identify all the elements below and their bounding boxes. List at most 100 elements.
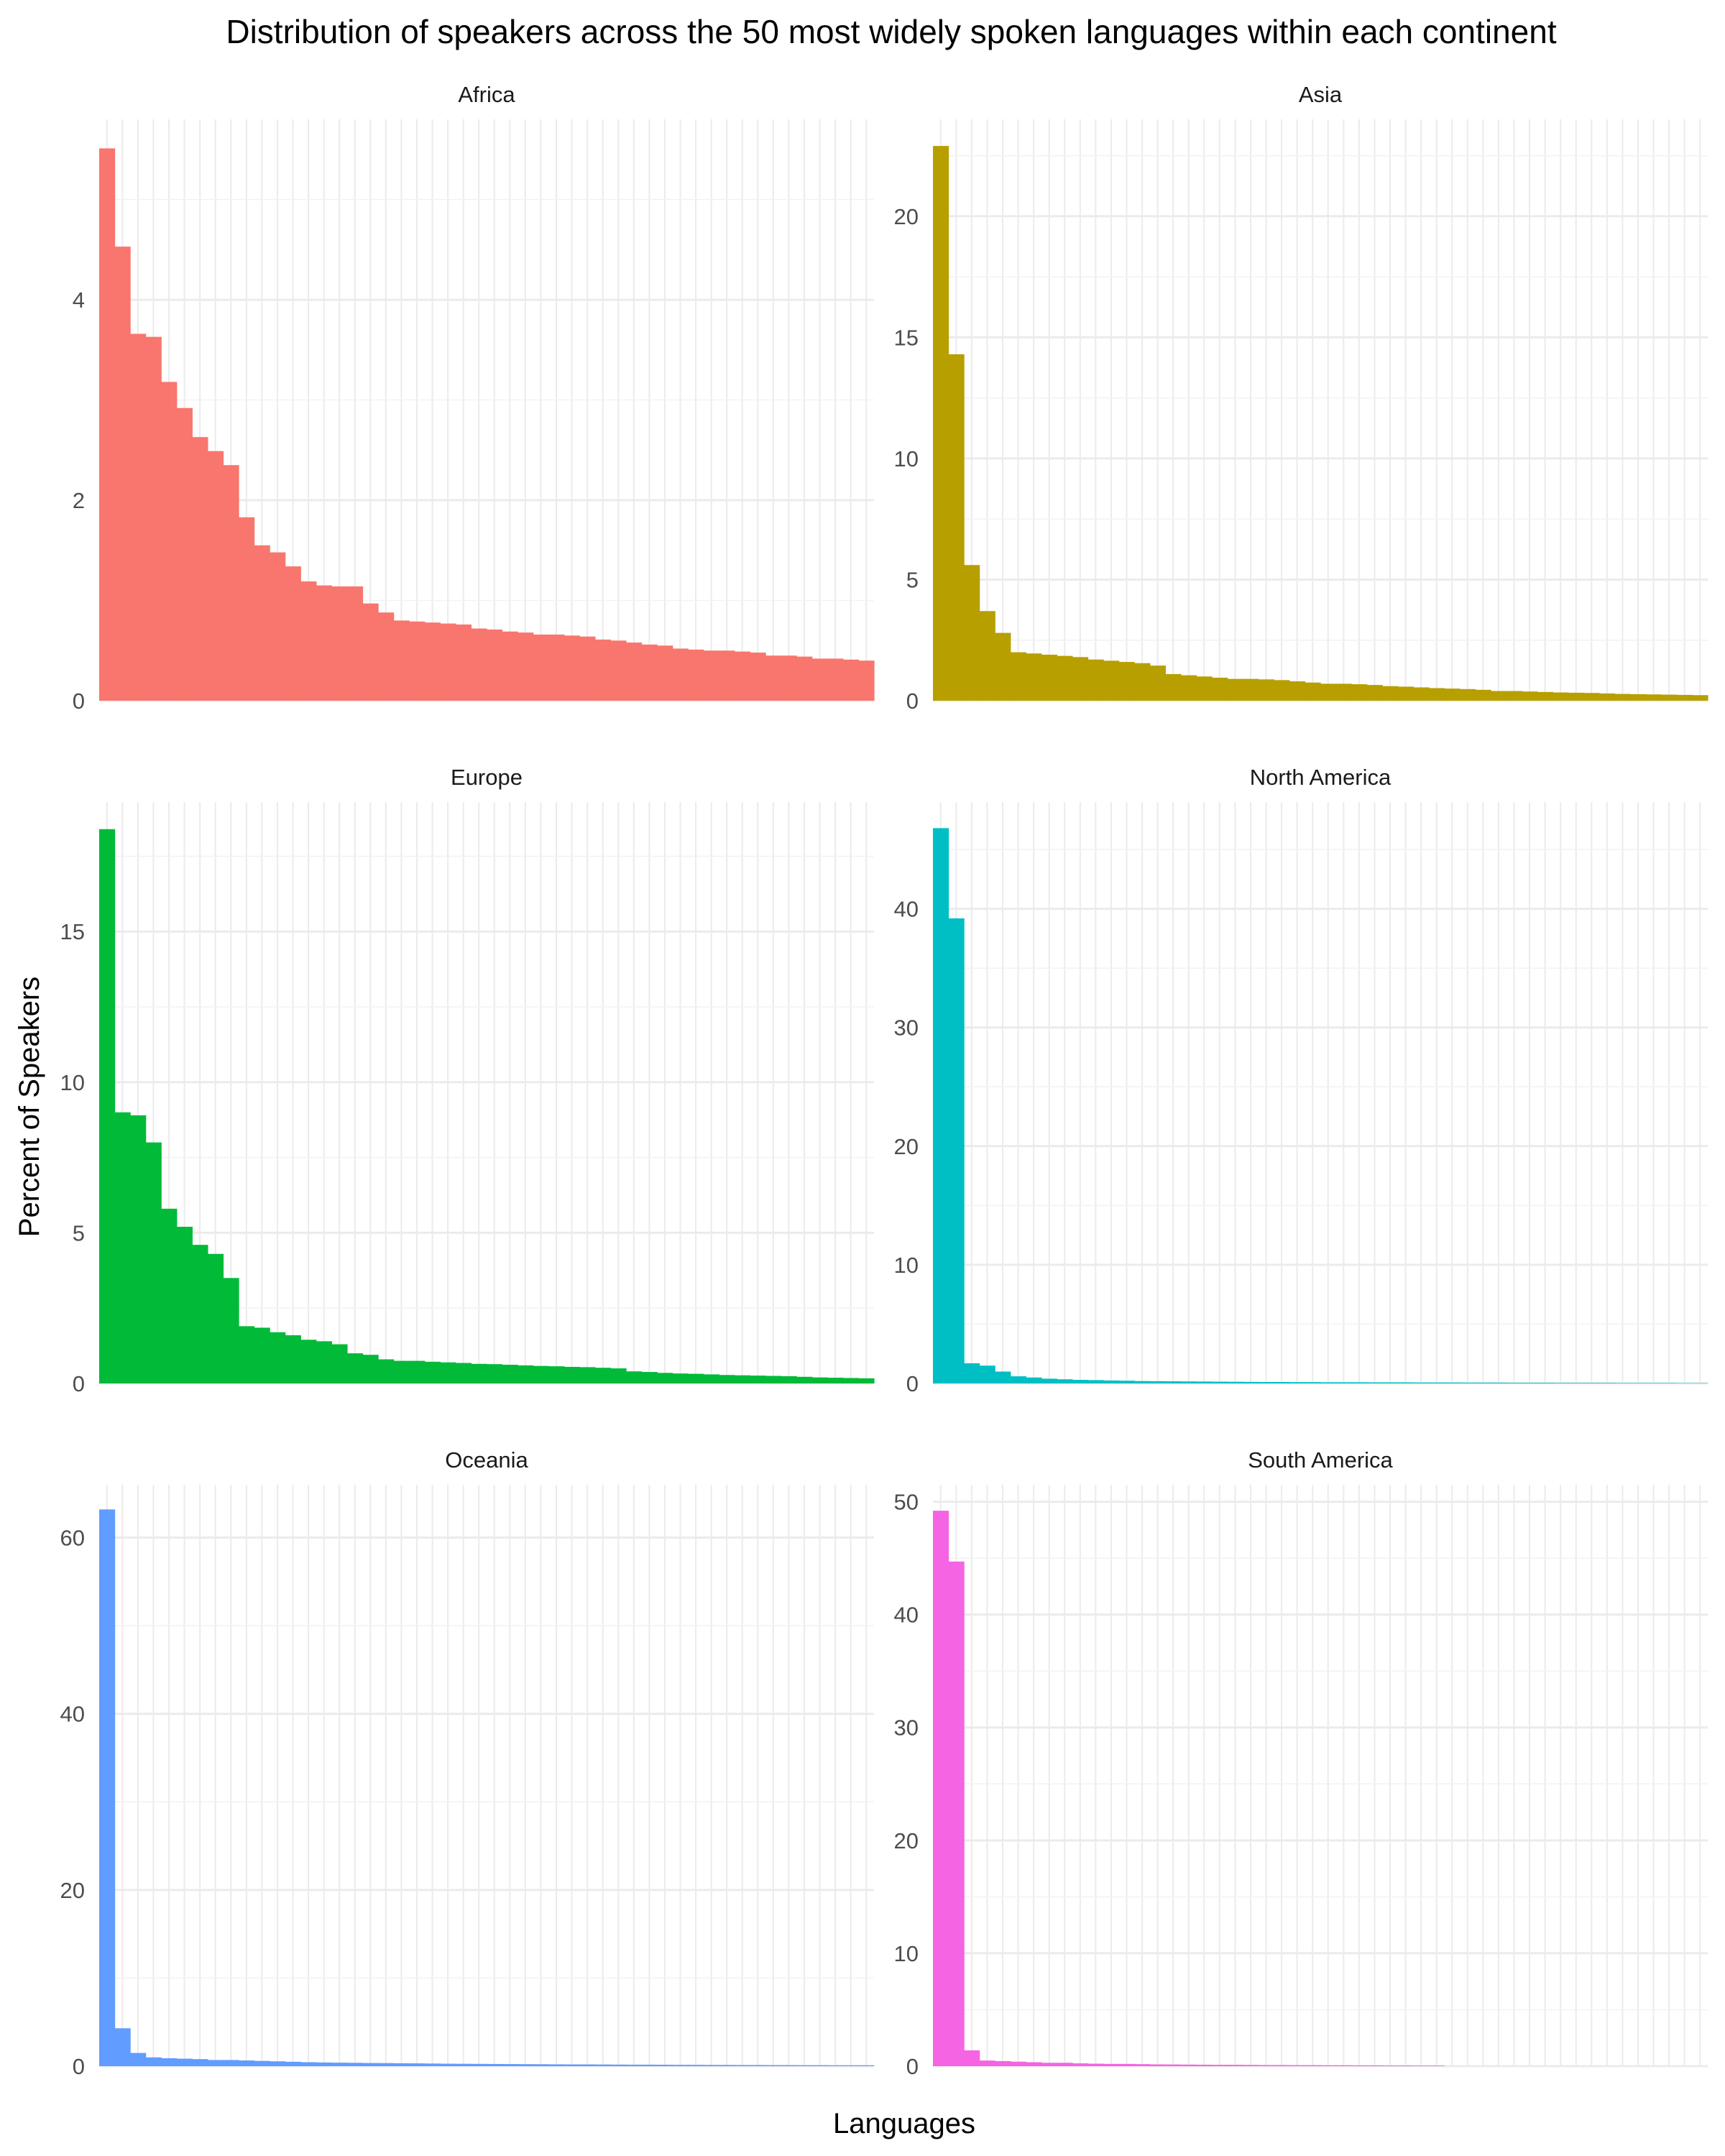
bar xyxy=(393,1360,410,1383)
bar xyxy=(409,2063,426,2066)
bar xyxy=(300,2062,317,2066)
bar xyxy=(1289,2065,1306,2066)
bar xyxy=(1335,1382,1352,1383)
bar xyxy=(641,2064,658,2066)
y-axis-title: Percent of Speakers xyxy=(14,977,45,1237)
bar xyxy=(1351,684,1368,701)
bar xyxy=(811,658,828,701)
bar xyxy=(672,1373,689,1383)
bar xyxy=(285,1335,301,1383)
bar xyxy=(424,1361,441,1383)
bar xyxy=(995,632,1011,701)
bar xyxy=(1149,2064,1166,2066)
bar xyxy=(502,631,518,701)
bar xyxy=(502,1365,518,1383)
bar xyxy=(1180,675,1197,701)
bar xyxy=(1118,662,1135,701)
bar xyxy=(703,2065,719,2066)
bar xyxy=(502,2064,518,2066)
bar xyxy=(765,655,782,701)
bar xyxy=(964,1363,980,1383)
bar xyxy=(130,1115,147,1383)
facet-label: North America xyxy=(1250,765,1392,790)
bar xyxy=(1134,1381,1151,1383)
y-tick-label: 20 xyxy=(60,1878,85,1903)
y-tick-label: 40 xyxy=(894,897,919,922)
bar xyxy=(393,620,410,701)
bar xyxy=(533,1365,549,1383)
bar xyxy=(1274,2065,1290,2066)
bar xyxy=(1196,2064,1213,2066)
bar xyxy=(161,2058,178,2066)
bar xyxy=(533,634,549,701)
y-tick-label: 10 xyxy=(60,1070,85,1095)
bar xyxy=(1413,687,1430,701)
bar xyxy=(239,517,255,701)
bar xyxy=(1397,2065,1414,2066)
bar xyxy=(1149,665,1166,701)
chart-title: Distribution of speakers across the 50 m… xyxy=(226,13,1556,50)
bar xyxy=(346,1353,364,1383)
bar xyxy=(192,2059,208,2066)
bar xyxy=(316,1341,332,1383)
y-tick-label: 20 xyxy=(894,1828,919,1853)
bar xyxy=(719,1375,735,1383)
bar xyxy=(781,655,797,701)
bar xyxy=(1645,694,1662,701)
bar xyxy=(1118,2063,1135,2066)
bar xyxy=(1583,693,1600,701)
facet-africa: 0 2 4 Africa xyxy=(73,82,875,714)
bar xyxy=(564,1366,580,1383)
y-tick-label: 15 xyxy=(894,325,919,350)
bar xyxy=(223,1278,239,1383)
bar xyxy=(811,2065,828,2066)
bar xyxy=(1103,2063,1120,2066)
bar xyxy=(1491,691,1507,701)
bar xyxy=(858,660,875,701)
bar xyxy=(1320,1382,1337,1383)
bar xyxy=(1320,2065,1337,2066)
y-tick-label: 60 xyxy=(60,1526,85,1551)
bar xyxy=(688,649,704,701)
bar xyxy=(1165,673,1182,701)
x-axis-title: Languages xyxy=(833,2108,975,2139)
bar xyxy=(964,565,980,701)
y-tick-label: 30 xyxy=(894,1715,919,1741)
y-tick-label: 0 xyxy=(73,1371,85,1396)
y-tick-label: 10 xyxy=(894,1253,919,1278)
bar xyxy=(471,628,487,701)
bar xyxy=(1212,677,1228,701)
bar xyxy=(703,650,719,701)
bar xyxy=(1057,2063,1073,2066)
bar xyxy=(719,2065,735,2066)
bar xyxy=(811,1377,828,1383)
bar xyxy=(1103,660,1120,701)
bar xyxy=(842,2065,860,2066)
bar xyxy=(176,2058,193,2066)
bar xyxy=(487,2063,503,2066)
bar xyxy=(1630,694,1647,701)
bar xyxy=(455,624,472,701)
bar xyxy=(1227,2065,1243,2066)
bar xyxy=(781,1376,797,1383)
bar xyxy=(533,2064,549,2066)
bar xyxy=(518,632,534,701)
bar xyxy=(827,658,844,701)
bar xyxy=(1041,654,1058,701)
bar xyxy=(979,1365,995,1383)
bar xyxy=(393,2063,410,2066)
bar xyxy=(657,1373,673,1383)
bar xyxy=(1692,695,1708,701)
bar xyxy=(114,2028,131,2066)
y-tick-label: 0 xyxy=(906,688,919,714)
facet-label: Asia xyxy=(1299,82,1343,107)
bar xyxy=(455,1363,472,1383)
bar xyxy=(1460,688,1476,701)
bar xyxy=(130,2053,147,2066)
bar xyxy=(1041,1378,1058,1383)
bar xyxy=(1382,686,1399,701)
facet-europe: 0 5 10 15 Europe xyxy=(60,765,875,1396)
y-tick-label: 30 xyxy=(894,1015,919,1041)
bar xyxy=(409,1360,426,1383)
bar xyxy=(285,2061,301,2066)
